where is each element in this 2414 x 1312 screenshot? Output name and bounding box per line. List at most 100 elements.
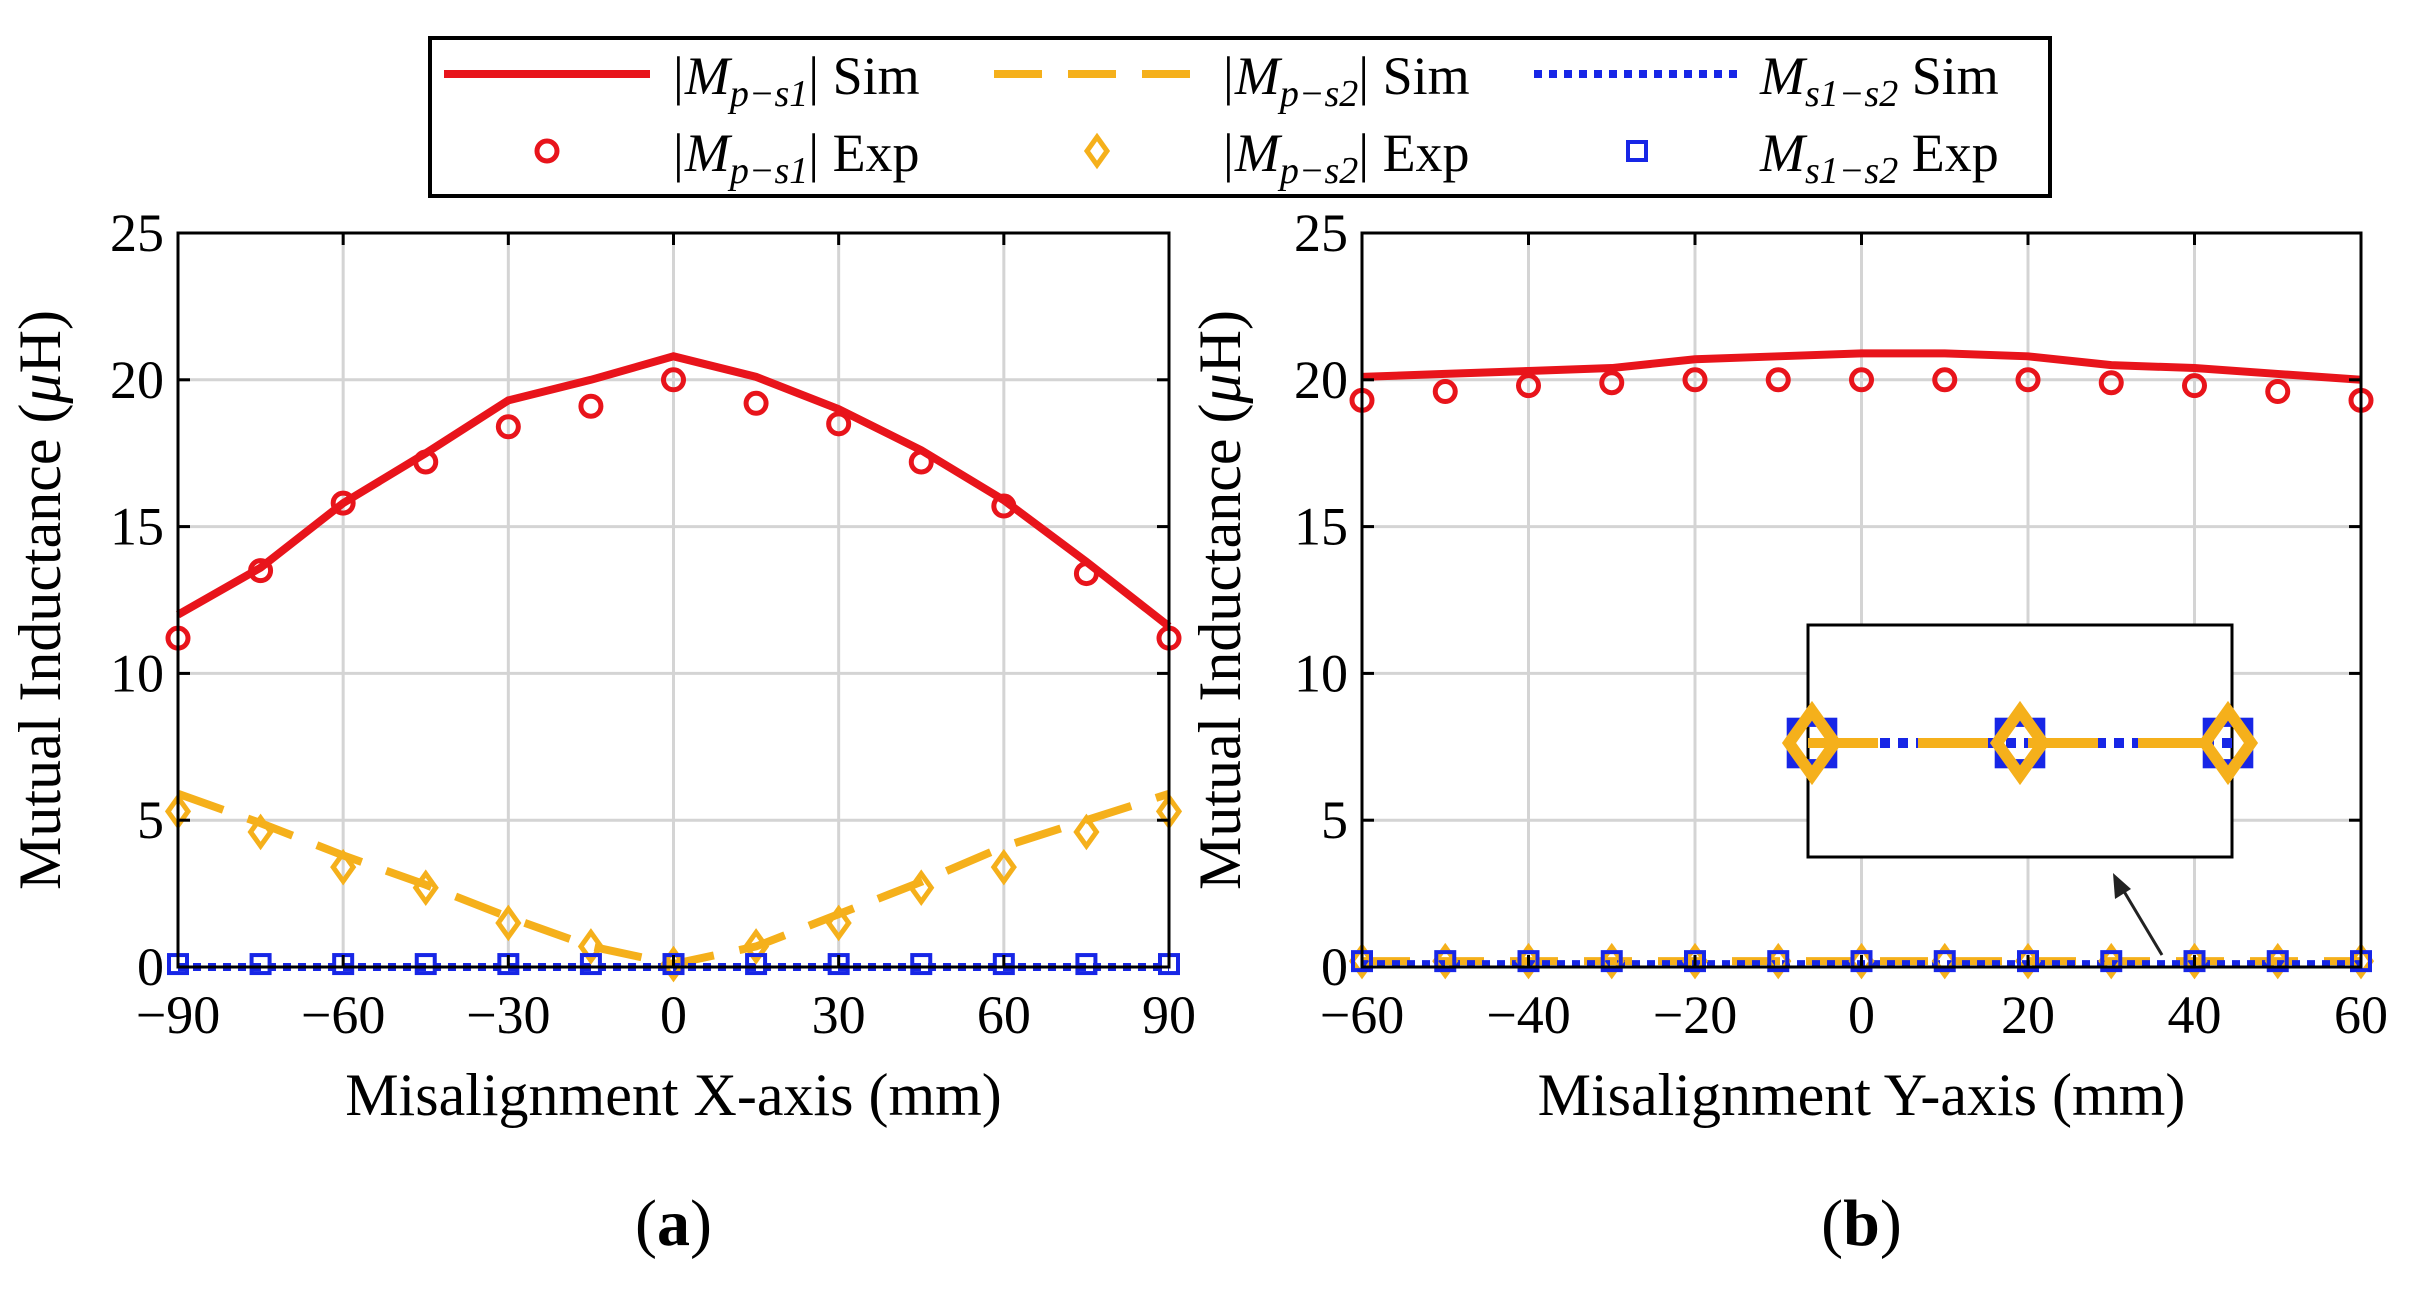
data-point-diamond: [2347, 942, 2375, 980]
legend-label-tail: Sim: [1898, 46, 1999, 106]
data-point-circle: [1765, 367, 1791, 393]
x-tick-label: 40: [2168, 985, 2222, 1045]
x-tick-label: −40: [1486, 985, 1570, 1045]
y-tick-label: 0: [1321, 937, 1348, 997]
legend-label: |Mp−s2| Sim: [1220, 46, 1470, 115]
x-tick-label: −20: [1653, 985, 1737, 1045]
x-tick-label: −60: [1320, 985, 1404, 1045]
legend-label: Ms1−s2 Exp: [1759, 123, 1999, 192]
y-axis-label-mu: μ: [1187, 373, 1253, 404]
data-point-diamond: [990, 848, 1017, 886]
data-point-square: [745, 953, 768, 976]
data-point-circle: [2015, 367, 2041, 393]
legend-label-tail: | Sim: [1358, 46, 1469, 106]
data-point-diamond: [1432, 942, 1459, 980]
legend-label-sub: p−s1: [727, 150, 808, 192]
panel-label: (a): [635, 1187, 712, 1260]
data-point-circle: [2182, 373, 2207, 399]
data-point-diamond: [743, 928, 770, 965]
y-tick-label: 5: [137, 790, 164, 850]
series-line-solid: [1361, 349, 2362, 384]
data-point-circle: [908, 449, 934, 475]
inset-point-diamond: [1781, 700, 1843, 786]
x-tick-label: −60: [301, 985, 385, 1045]
data-point-diamond: [2264, 942, 2291, 980]
legend-swatch-circle: [534, 138, 560, 164]
data-point-circle: [248, 558, 274, 584]
panel-a: −90 −60 −30 0 30 60 90 0 5 10 15 20 25 Misalignment X…: [7, 203, 1196, 1260]
data-point-square: [249, 953, 272, 976]
legend-label-main: M: [1759, 123, 1808, 183]
x-tick-label: 0: [1848, 985, 1875, 1045]
legend-label: |Mp−s1| Exp: [670, 123, 920, 192]
data-point-diamond: [1598, 942, 1625, 980]
data-point-square: [1434, 950, 1457, 973]
panel-label-letter: a: [657, 1187, 690, 1260]
data-point-square: [1933, 950, 1956, 973]
data-point-square: [910, 953, 933, 976]
inset-arrow-line: [2117, 882, 2164, 956]
data-point-circle: [1849, 367, 1874, 393]
y-axis-label-tail: H): [7, 310, 73, 373]
y-tick-label: 25: [110, 203, 164, 263]
legend-label-main: |M: [1220, 123, 1283, 183]
y-axis-label-main: Mutual Inductance (: [1187, 403, 1253, 889]
legend-label-sub: p−s1: [727, 73, 808, 115]
data-point-square: [1850, 950, 1873, 973]
data-point-circle: [743, 390, 769, 416]
data-point-circle: [1073, 561, 1099, 587]
data-point-diamond: [577, 928, 604, 965]
y-tick-label: 0: [137, 937, 164, 997]
x-axis-label: Misalignment Y-axis (mm): [1538, 1062, 2186, 1128]
data-point-square: [414, 953, 437, 976]
panel-label-open: (: [1821, 1187, 1843, 1260]
legend-label-tail: | Sim: [808, 46, 919, 106]
legend-label-sub: p−s2: [1277, 150, 1358, 192]
panel-b: −60 −40 −20 0 20 40 60 0 5 10 15 20 25 Misalignment Y…: [1187, 203, 2388, 1260]
data-point-square: [579, 953, 602, 976]
data-point-circle: [2265, 379, 2291, 405]
x-tick-label: −30: [466, 985, 550, 1045]
data-point-square: [2100, 950, 2123, 973]
y-tick-label: 25: [1294, 203, 1348, 263]
data-point-circle: [661, 367, 686, 393]
series-line-solid: [176, 352, 1172, 630]
x-axis-label: Misalignment X-axis (mm): [345, 1062, 1002, 1128]
data-point-square: [1684, 950, 1706, 973]
y-tick-label: 15: [1294, 497, 1348, 557]
data-point-diamond: [330, 848, 357, 886]
y-axis-label-main: Mutual Inductance (: [7, 403, 73, 889]
data-point-square: [1600, 950, 1623, 973]
legend-label-main: |M: [1220, 46, 1283, 106]
panel-label: (b): [1821, 1187, 1902, 1260]
x-tick-label: 60: [977, 985, 1031, 1045]
data-point-circle: [991, 493, 1017, 519]
data-point-diamond: [2014, 942, 2042, 980]
legend-label-main: |M: [670, 123, 733, 183]
legend-label-main: M: [1759, 46, 1808, 106]
data-point-circle: [1432, 379, 1458, 405]
panel-label-open: (: [635, 1187, 657, 1260]
y-axis-label: Mutual Inductance (μH): [1187, 310, 1253, 890]
data-point-square: [2017, 950, 2039, 973]
panel-label-close: ): [690, 1187, 712, 1260]
data-point-diamond: [1848, 942, 1875, 980]
legend-swatch-diamond: [1083, 132, 1111, 170]
y-tick-label: 15: [110, 497, 164, 557]
data-point-circle: [330, 490, 356, 516]
x-tick-label: 60: [2334, 985, 2388, 1045]
legend-label-tail: Exp: [1898, 123, 1999, 183]
x-tick-label: −90: [136, 985, 220, 1045]
data-point-circle: [1682, 367, 1708, 393]
data-point-circle: [495, 414, 521, 440]
data-point-circle: [1599, 370, 1625, 396]
legend-label-tail: | Exp: [808, 123, 919, 183]
data-point-diamond: [1073, 813, 1100, 851]
data-point-square: [1075, 953, 1098, 976]
data-point-diamond: [2181, 942, 2208, 980]
data-point-diamond: [660, 945, 687, 983]
y-axis-label-mu: μ: [7, 373, 73, 404]
legend-label-sub: s1−s2: [1805, 73, 1898, 115]
data-point-diamond: [1515, 942, 1542, 980]
